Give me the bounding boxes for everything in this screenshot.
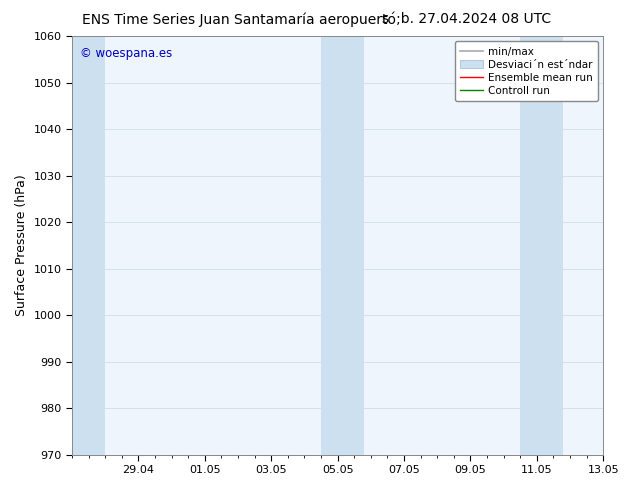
Bar [72,36,105,455]
Bar [321,36,364,455]
Legend: min/max, Desviaci´n est´ndar, Ensemble mean run, Controll run: min/max, Desviaci´n est´ndar, Ensemble m… [455,41,598,101]
Text: s´;b. 27.04.2024 08 UTC: s´;b. 27.04.2024 08 UTC [382,12,552,26]
Text: © woespana.es: © woespana.es [80,47,172,60]
Text: ENS Time Series Juan Santamaría aeropuerto: ENS Time Series Juan Santamaría aeropuer… [82,12,396,27]
Y-axis label: Surface Pressure (hPa): Surface Pressure (hPa) [15,174,28,316]
Bar [521,36,564,455]
